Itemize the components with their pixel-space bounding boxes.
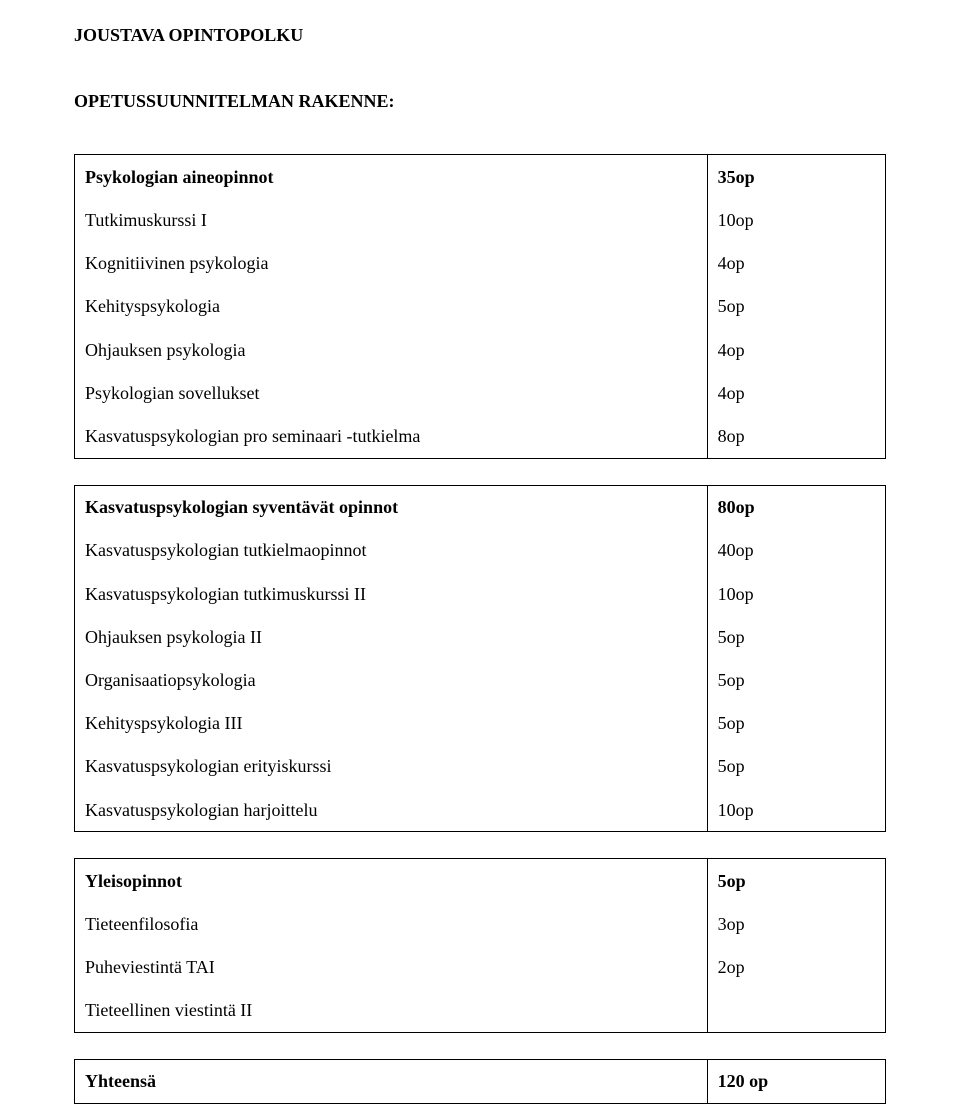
curriculum-table: Psykologian aineopinnot35opTutkimuskurss… <box>74 154 886 1104</box>
table-row: Psykologian sovellukset4op <box>75 371 886 414</box>
row-label: Kasvatuspsykologian pro seminaari -tutki… <box>75 415 708 459</box>
row-value: 2op <box>707 946 885 989</box>
section-header-row: Psykologian aineopinnot35op <box>75 155 886 199</box>
document-page: JOUSTAVA OPINTOPOLKU OPETUSSUUNNITELMAN … <box>0 0 960 1028</box>
row-value: 120 op <box>707 1059 885 1103</box>
row-label: Kasvatuspsykologian harjoittelu <box>75 788 708 832</box>
table-row: Tieteenfilosofia3op <box>75 902 886 945</box>
row-label: Kehityspsykologia <box>75 285 708 328</box>
section-spacer <box>75 832 886 859</box>
row-label: Ohjauksen psykologia <box>75 328 708 371</box>
table-row: Ohjauksen psykologia4op <box>75 328 886 371</box>
row-label: Tieteenfilosofia <box>75 902 708 945</box>
table-row: Kehityspsykologia5op <box>75 285 886 328</box>
table-row: Kehityspsykologia III5op <box>75 702 886 745</box>
row-label: Organisaatiopsykologia <box>75 658 708 701</box>
row-label: Puheviestintä TAI <box>75 946 708 989</box>
table-row: Kasvatuspsykologian tutkimuskurssi II10o… <box>75 572 886 615</box>
row-value: 3op <box>707 902 885 945</box>
row-label: Kasvatuspsykologian erityiskurssi <box>75 745 708 788</box>
row-value: 4op <box>707 371 885 414</box>
row-value: 5op <box>707 658 885 701</box>
row-value: 35op <box>707 155 885 199</box>
heading-main: JOUSTAVA OPINTOPOLKU <box>74 18 886 52</box>
table-row: Kognitiivinen psykologia4op <box>75 242 886 285</box>
row-value: 5op <box>707 859 885 903</box>
row-value: 10op <box>707 572 885 615</box>
table-row: Kasvatuspsykologian pro seminaari -tutki… <box>75 415 886 459</box>
row-value: 4op <box>707 242 885 285</box>
table-row: Kasvatuspsykologian tutkielmaopinnot40op <box>75 529 886 572</box>
row-label: Yleisopinnot <box>75 859 708 903</box>
row-label: Tieteellinen viestintä II <box>75 989 708 1033</box>
heading-sub: OPETUSSUUNNITELMAN RAKENNE: <box>74 84 886 118</box>
row-label: Tutkimuskurssi I <box>75 199 708 242</box>
section-spacer <box>75 1032 886 1059</box>
row-label: Ohjauksen psykologia II <box>75 615 708 658</box>
row-label: Kognitiivinen psykologia <box>75 242 708 285</box>
row-value: 5op <box>707 285 885 328</box>
row-label: Kasvatuspsykologian syventävät opinnot <box>75 485 708 529</box>
row-value: 10op <box>707 788 885 832</box>
row-value <box>707 989 885 1033</box>
section-header-row: Kasvatuspsykologian syventävät opinnot80… <box>75 485 886 529</box>
table-row: Tieteellinen viestintä II <box>75 989 886 1033</box>
row-label: Kasvatuspsykologian tutkimuskurssi II <box>75 572 708 615</box>
table-row: Tutkimuskurssi I10op <box>75 199 886 242</box>
table-row: Organisaatiopsykologia5op <box>75 658 886 701</box>
row-label: Yhteensä <box>75 1059 708 1103</box>
row-label: Psykologian sovellukset <box>75 371 708 414</box>
row-label: Psykologian aineopinnot <box>75 155 708 199</box>
row-value: 40op <box>707 529 885 572</box>
row-value: 5op <box>707 615 885 658</box>
table-row: Ohjauksen psykologia II5op <box>75 615 886 658</box>
row-value: 5op <box>707 702 885 745</box>
row-label: Kasvatuspsykologian tutkielmaopinnot <box>75 529 708 572</box>
row-label: Kehityspsykologia III <box>75 702 708 745</box>
section-spacer <box>75 458 886 485</box>
row-value: 5op <box>707 745 885 788</box>
row-value: 4op <box>707 328 885 371</box>
table-row: Kasvatuspsykologian erityiskurssi5op <box>75 745 886 788</box>
section-header-row: Yleisopinnot5op <box>75 859 886 903</box>
total-row: Yhteensä120 op <box>75 1059 886 1103</box>
row-value: 8op <box>707 415 885 459</box>
row-value: 10op <box>707 199 885 242</box>
table-row: Kasvatuspsykologian harjoittelu10op <box>75 788 886 832</box>
table-row: Puheviestintä TAI2op <box>75 946 886 989</box>
row-value: 80op <box>707 485 885 529</box>
